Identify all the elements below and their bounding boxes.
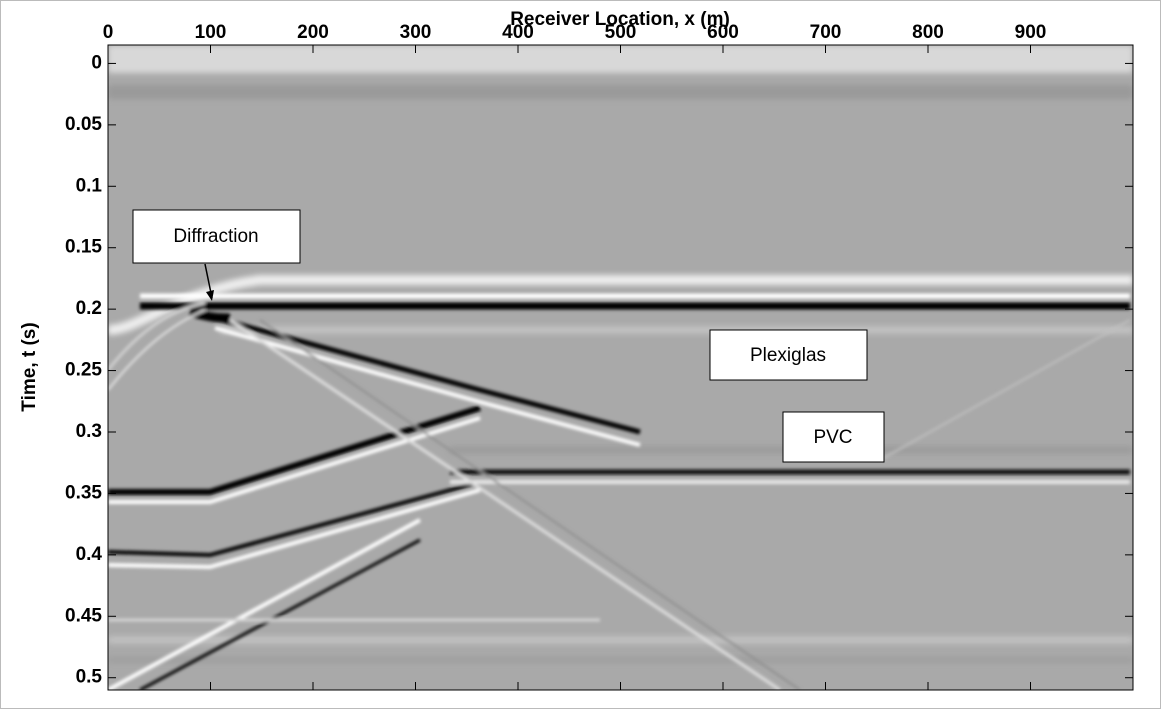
- y-tick-label: 0.45: [65, 605, 102, 626]
- x-tick-label: 400: [502, 22, 534, 43]
- x-tick-label: 700: [810, 22, 842, 43]
- y-tick-label: 0.5: [76, 667, 103, 688]
- x-tick-label: 600: [707, 22, 739, 43]
- seismic-image: [108, 45, 1133, 690]
- y-tick-label: 0.1: [76, 175, 103, 196]
- x-tick-label: 200: [297, 22, 329, 43]
- y-tick-label: 0.3: [76, 421, 102, 442]
- y-tick-label: 0.35: [65, 482, 102, 503]
- x-tick-label: 0: [103, 22, 114, 43]
- x-tick-label: 500: [605, 22, 637, 43]
- y-tick-label: 0.15: [65, 237, 102, 258]
- annotation: Diffraction: [173, 226, 258, 247]
- annotation: PVC: [813, 427, 852, 448]
- x-tick-label: 300: [400, 22, 432, 43]
- y-tick-label: 0.05: [65, 114, 102, 135]
- x-tick-label: 800: [912, 22, 944, 43]
- y-tick-label: 0.25: [65, 360, 102, 381]
- x-tick-label: 900: [1015, 22, 1047, 43]
- y-tick-label: 0.4: [76, 544, 103, 565]
- annotation-box: [132, 209, 301, 264]
- annotation-box: [709, 329, 868, 381]
- y-tick-label: 0.2: [76, 298, 102, 319]
- arrow-head: [206, 290, 214, 301]
- x-axis-label: Receiver Location, x (m): [510, 9, 730, 30]
- annotation: Plexiglas: [750, 345, 826, 366]
- y-axis-label: Time, t (s): [19, 322, 40, 411]
- x-tick-label: 100: [195, 22, 227, 43]
- y-tick-label: 0: [91, 52, 102, 73]
- annotation-box: [782, 411, 885, 463]
